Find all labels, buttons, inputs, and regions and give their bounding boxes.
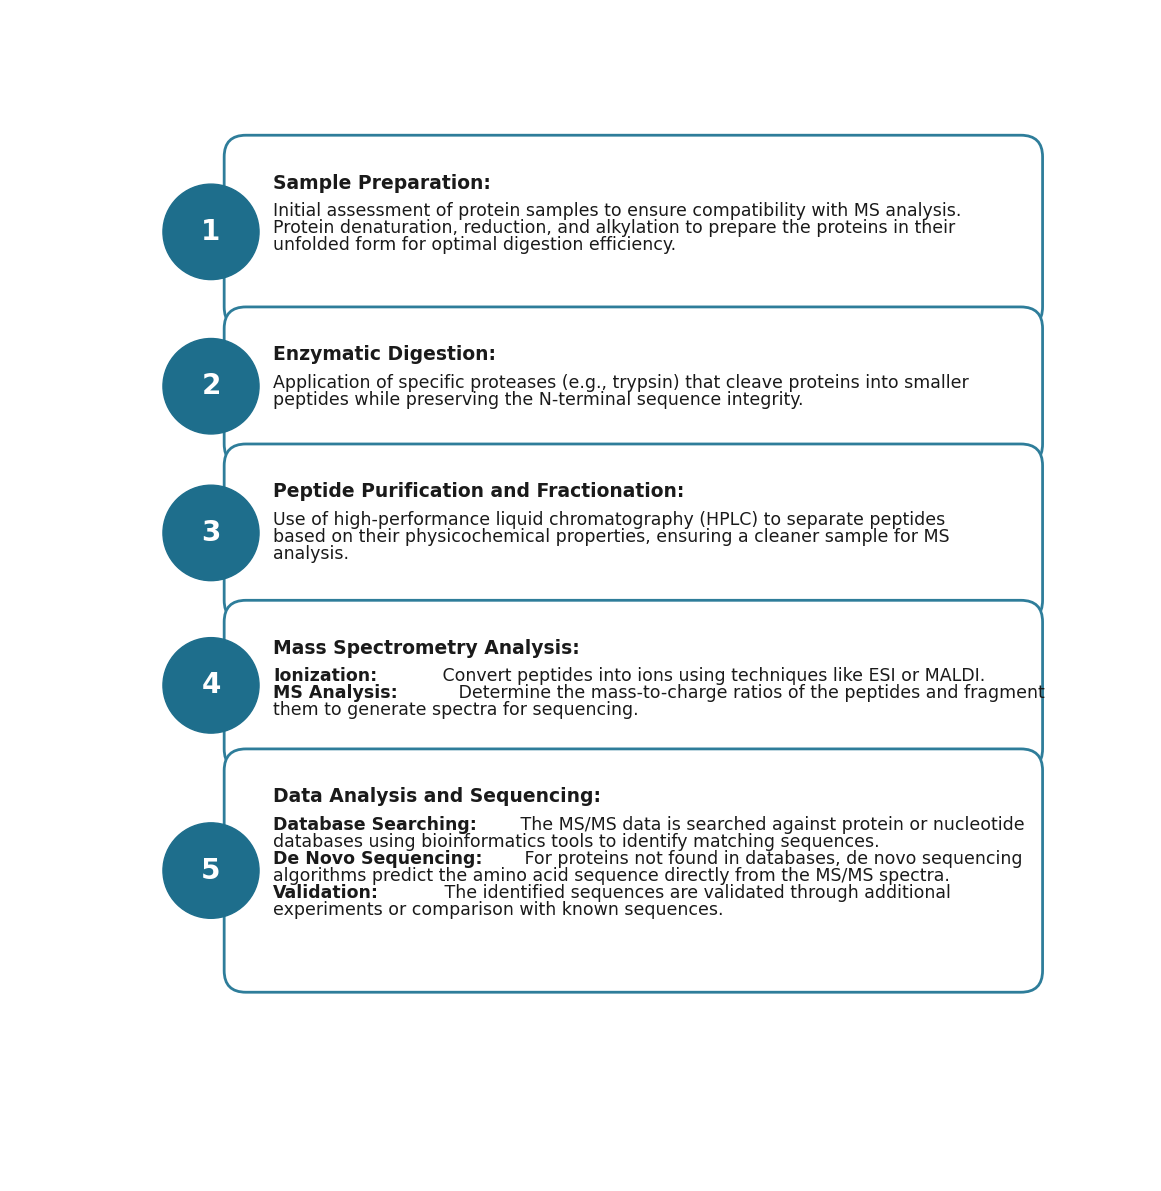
Text: Initial assessment of protein samples to ensure compatibility with MS analysis.: Initial assessment of protein samples to… [273, 202, 961, 220]
Text: 2: 2 [201, 373, 221, 400]
Text: Determine the mass-to-charge ratios of the peptides and fragment: Determine the mass-to-charge ratios of t… [454, 684, 1045, 703]
FancyBboxPatch shape [224, 136, 1043, 329]
Text: Convert peptides into ions using techniques like ESI or MALDI.: Convert peptides into ions using techniq… [438, 667, 986, 685]
Text: Ionization:: Ionization: [273, 667, 377, 685]
Text: 5: 5 [201, 856, 221, 885]
FancyBboxPatch shape [224, 600, 1043, 771]
Text: Enzymatic Digestion:: Enzymatic Digestion: [273, 345, 496, 364]
Text: Use of high-performance liquid chromatography (HPLC) to separate peptides: Use of high-performance liquid chromatog… [273, 511, 945, 529]
Text: databases using bioinformatics tools to identify matching sequences.: databases using bioinformatics tools to … [273, 833, 880, 850]
Text: Database Searching:: Database Searching: [273, 816, 477, 834]
Text: Protein denaturation, reduction, and alkylation to prepare the proteins in their: Protein denaturation, reduction, and alk… [273, 219, 956, 237]
Text: Sample Preparation:: Sample Preparation: [273, 174, 491, 193]
Text: The MS/MS data is searched against protein or nucleotide: The MS/MS data is searched against prote… [514, 816, 1024, 834]
Circle shape [163, 823, 259, 918]
Text: Validation:: Validation: [273, 884, 378, 902]
Text: MS Analysis:: MS Analysis: [273, 684, 398, 703]
Text: For proteins not found in databases, de novo sequencing: For proteins not found in databases, de … [519, 849, 1023, 868]
Text: Peptide Purification and Fractionation:: Peptide Purification and Fractionation: [273, 482, 684, 501]
FancyBboxPatch shape [224, 307, 1043, 466]
Circle shape [163, 338, 259, 434]
Text: them to generate spectra for sequencing.: them to generate spectra for sequencing. [273, 701, 639, 719]
Text: The identified sequences are validated through additional: The identified sequences are validated t… [439, 884, 951, 902]
Circle shape [163, 185, 259, 280]
Text: algorithms predict the amino acid sequence directly from the MS/MS spectra.: algorithms predict the amino acid sequen… [273, 867, 950, 885]
Text: peptides while preserving the N-terminal sequence integrity.: peptides while preserving the N-terminal… [273, 391, 803, 409]
Text: Application of specific proteases (e.g., trypsin) that cleave proteins into smal: Application of specific proteases (e.g.,… [273, 374, 968, 392]
Text: unfolded form for optimal digestion efficiency.: unfolded form for optimal digestion effi… [273, 236, 676, 254]
Circle shape [163, 485, 259, 581]
Circle shape [163, 637, 259, 734]
Text: Mass Spectrometry Analysis:: Mass Spectrometry Analysis: [273, 638, 579, 657]
Text: 1: 1 [201, 218, 221, 245]
Text: 4: 4 [201, 672, 221, 699]
Text: Data Analysis and Sequencing:: Data Analysis and Sequencing: [273, 787, 601, 806]
Text: 3: 3 [201, 519, 221, 547]
FancyBboxPatch shape [224, 749, 1043, 992]
Text: De Novo Sequencing:: De Novo Sequencing: [273, 849, 483, 868]
Text: based on their physicochemical properties, ensuring a cleaner sample for MS: based on their physicochemical propertie… [273, 528, 950, 545]
Text: analysis.: analysis. [273, 544, 349, 563]
FancyBboxPatch shape [224, 444, 1043, 622]
Text: experiments or comparison with known sequences.: experiments or comparison with known seq… [273, 900, 723, 918]
